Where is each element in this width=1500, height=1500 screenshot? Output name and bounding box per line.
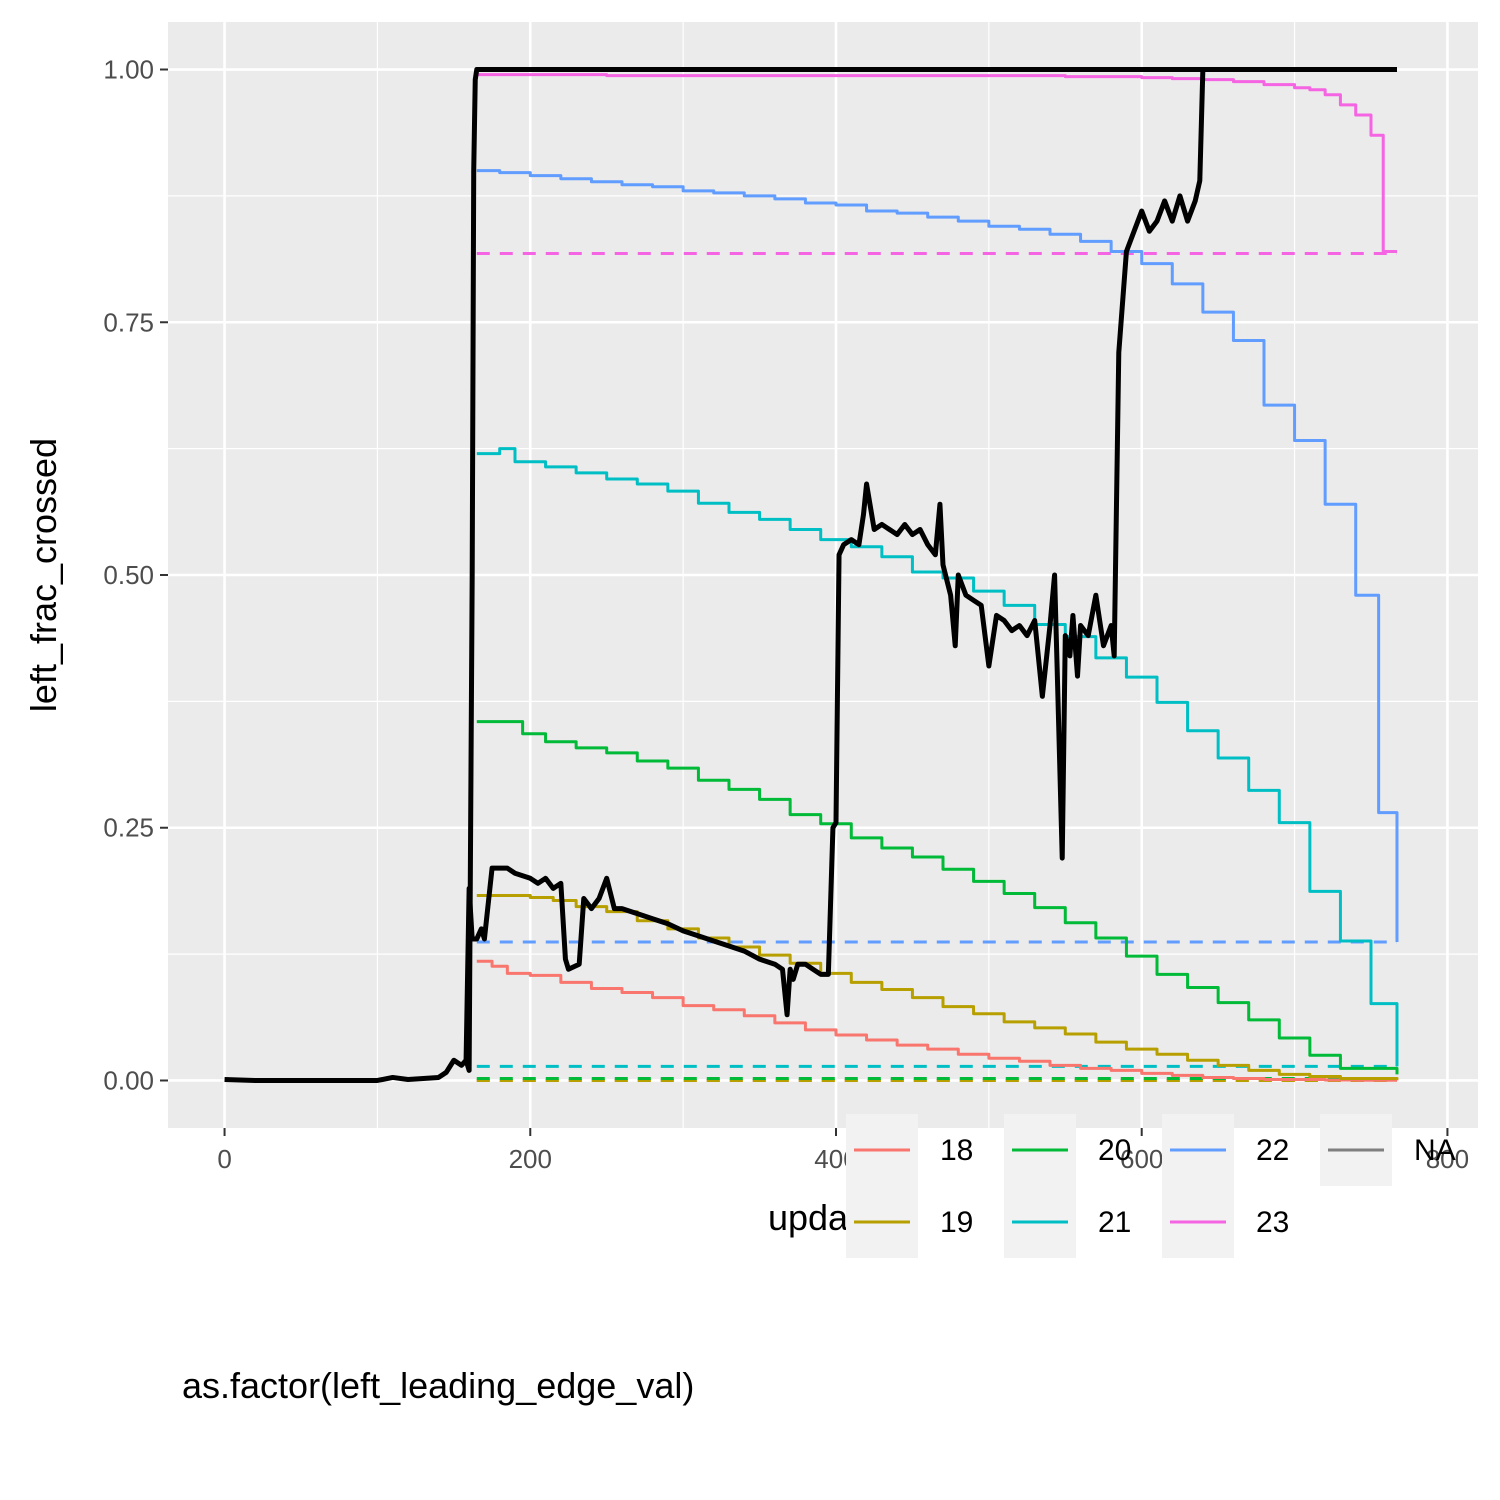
series-line-18-step: [476, 959, 1399, 1082]
y-tick-label: 0.50: [103, 560, 154, 590]
legend-label: 23: [1256, 1206, 1289, 1239]
x-tick-label: 200: [509, 1144, 552, 1174]
legend-keys: 18 19 20 21 22 23 NA: [846, 1114, 1456, 1258]
y-tick-labels: 0.00 0.25 0.50 0.75 1.00: [103, 55, 154, 1096]
y-axis-title: left_frac_crossed: [23, 438, 64, 712]
legend-label: 20: [1098, 1134, 1131, 1167]
x-tick-label: 600: [1120, 1144, 1163, 1174]
series-line-20-step: [476, 720, 1399, 1075]
legend-label: 18: [940, 1134, 973, 1167]
x-tick-label: 800: [1426, 1144, 1469, 1174]
y-tick-label: 1.00: [103, 55, 154, 85]
legend-title: as.factor(left_leading_edge_val): [182, 1365, 694, 1406]
legend-label: 22: [1256, 1134, 1289, 1167]
legend-label: 19: [940, 1206, 973, 1239]
series-line-22-step: [476, 169, 1399, 942]
y-tick-label: 0.75: [103, 307, 154, 337]
series-line-NA-solid: [463, 67, 1397, 1061]
series-line-23-step: [476, 73, 1397, 253]
axis-ticks: [160, 68, 1449, 1136]
y-tick-label: 0.25: [103, 813, 154, 843]
x-tick-label: 0: [217, 1144, 231, 1174]
legend: as.factor(left_leading_edge_val) 18 19 20 2…: [182, 1114, 1456, 1406]
series-layer: [224, 67, 1399, 1083]
series-line-NA-solid: [224, 67, 1397, 1083]
y-tick-label: 0.00: [103, 1065, 154, 1095]
legend-label: 21: [1098, 1206, 1131, 1239]
legend-label: NA: [1414, 1134, 1456, 1167]
